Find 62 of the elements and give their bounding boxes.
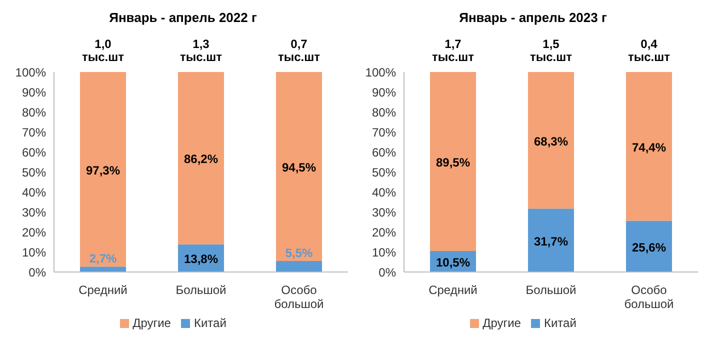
y-tick-label: 40% xyxy=(22,185,46,200)
x-tick-label: Особо большой xyxy=(624,283,674,311)
bar xyxy=(80,266,126,272)
y-tick-label: 100% xyxy=(365,65,396,80)
data-label: 89,5% xyxy=(436,156,470,170)
y-tick-label: 50% xyxy=(372,165,396,180)
y-tick-label: 10% xyxy=(22,245,46,260)
y-tick-label: 70% xyxy=(22,125,46,140)
y-tick-label: 20% xyxy=(22,225,46,240)
bar xyxy=(80,72,126,267)
data-label: 13,8% xyxy=(184,252,218,266)
bar xyxy=(528,72,574,209)
bar xyxy=(626,72,672,221)
y-tick-label: 40% xyxy=(372,185,396,200)
y-tick-label: 30% xyxy=(22,205,46,220)
chart-title: Январь - апрель 2023 г xyxy=(458,9,608,27)
data-label: 94,5% xyxy=(282,160,316,174)
text: 1,7 тыс.шт xyxy=(432,37,474,64)
chart-title: Январь - апрель 2022 г xyxy=(108,9,258,27)
data-label: 86,2% xyxy=(184,152,218,166)
y-tick-label: 10% xyxy=(372,245,396,260)
bar xyxy=(276,72,322,261)
y-tick-label: 20% xyxy=(372,225,396,240)
x-tick-label: Большой xyxy=(176,283,226,297)
legend-label: Китай xyxy=(194,316,226,330)
y-tick-label: 60% xyxy=(372,145,396,160)
y-tick-label: 0% xyxy=(378,265,396,280)
y-tick-label: 80% xyxy=(372,105,396,120)
x-tick-label: Большой xyxy=(526,283,576,297)
data-label: 74,4% xyxy=(632,140,666,154)
bar xyxy=(178,72,224,244)
data-label: 68,3% xyxy=(534,134,568,148)
bar xyxy=(430,72,476,251)
y-tick-label: 90% xyxy=(22,85,46,100)
bar xyxy=(276,261,322,272)
text: 1,0 тыс.шт xyxy=(82,37,124,64)
legend-label: Другие xyxy=(132,316,171,330)
y-tick-label: 50% xyxy=(22,165,46,180)
data-label: 97,3% xyxy=(86,163,120,178)
y-tick-label: 80% xyxy=(22,105,46,120)
data-label: 25,6% xyxy=(632,240,666,254)
x-tick-label: Средний xyxy=(428,283,478,297)
data-label: 31,7% xyxy=(534,234,568,248)
bar xyxy=(626,220,672,272)
y-tick-label: 60% xyxy=(22,145,46,160)
legend-label: Другие xyxy=(482,316,521,330)
x-tick-label: Особо большой xyxy=(274,283,324,311)
bar xyxy=(528,208,574,272)
y-tick-label: 70% xyxy=(372,125,396,140)
legend-label: Китай xyxy=(544,316,576,330)
text: 1,3 тыс.шт xyxy=(180,37,222,64)
text: 1,5 тыс.шт xyxy=(530,37,572,64)
text: 0,4 тыс.шт xyxy=(628,37,670,64)
data-label: 2,7% xyxy=(89,252,117,266)
y-tick-label: 30% xyxy=(372,205,396,220)
data-label: 5,5% xyxy=(285,246,313,260)
y-tick-label: 100% xyxy=(15,65,46,80)
text: 0,7 тыс.шт xyxy=(278,37,320,64)
x-tick-label: Средний xyxy=(78,283,128,297)
data-label: 10,5% xyxy=(436,256,470,270)
y-tick-label: 90% xyxy=(372,85,396,100)
y-tick-label: 0% xyxy=(28,265,46,280)
